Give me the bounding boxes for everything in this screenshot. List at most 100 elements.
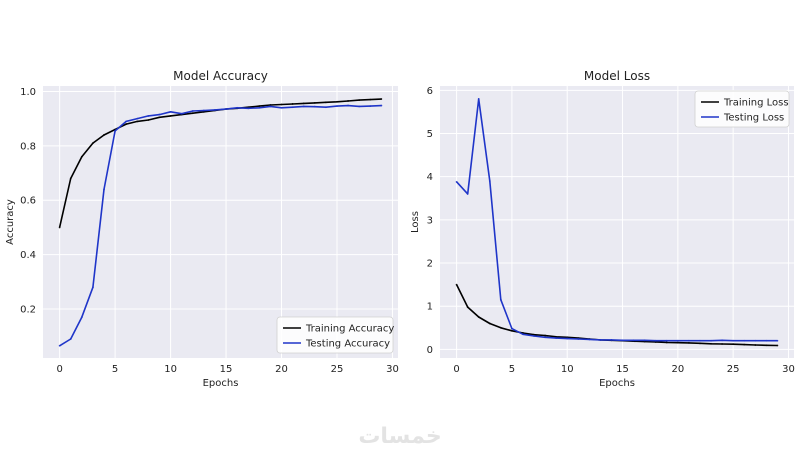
series-line-testing-loss <box>456 98 778 342</box>
data-point <box>544 334 546 337</box>
y-axis-label: Loss <box>410 211 421 233</box>
x-tick-label: 30 <box>782 364 795 375</box>
legend: Training Loss Testing Loss <box>694 90 790 128</box>
data-point <box>269 105 272 108</box>
data-point <box>258 106 261 109</box>
data-point <box>225 108 227 111</box>
data-point <box>732 339 735 342</box>
data-point <box>158 113 161 116</box>
data-point <box>466 306 469 308</box>
data-point <box>147 115 150 117</box>
x-axis-label: Epochs <box>599 378 635 389</box>
data-point <box>80 316 83 319</box>
data-point <box>291 103 294 105</box>
data-point <box>114 129 117 132</box>
data-point <box>125 123 128 125</box>
data-point <box>58 344 61 347</box>
data-point <box>358 105 361 108</box>
x-tick-label: 20 <box>275 364 288 375</box>
data-point <box>732 343 735 346</box>
y-tick-label: 2 <box>427 259 433 270</box>
data-point <box>754 339 757 342</box>
data-point <box>488 322 491 325</box>
data-point <box>721 339 723 342</box>
legend: Training Accuracy Testing Accuracy <box>276 316 394 354</box>
x-tick-label: 0 <box>56 364 62 375</box>
chart-title: Model Loss <box>584 69 650 83</box>
data-point <box>533 335 535 337</box>
data-point <box>103 188 105 191</box>
data-point <box>92 142 94 145</box>
data-point <box>58 226 61 229</box>
data-point <box>214 109 216 111</box>
data-point <box>765 339 768 342</box>
y-axis-label: Accuracy <box>5 199 16 245</box>
x-tick-label: 30 <box>386 364 399 375</box>
data-point <box>676 341 679 344</box>
legend-box <box>694 90 790 128</box>
data-point <box>654 341 657 343</box>
data-point <box>158 116 161 119</box>
data-point <box>69 338 72 340</box>
data-point <box>336 100 338 103</box>
y-tick-label: 1 <box>427 302 433 313</box>
data-point <box>776 344 779 347</box>
data-point <box>455 283 458 286</box>
x-tick-label: 15 <box>616 364 629 375</box>
data-point <box>544 336 546 339</box>
data-point <box>336 105 338 108</box>
data-point <box>313 101 316 104</box>
x-tick-label: 0 <box>453 364 459 375</box>
y-tick-label: 1.0 <box>20 87 36 98</box>
data-point <box>258 105 261 108</box>
plot-area <box>440 86 794 358</box>
data-point <box>776 339 779 342</box>
data-point <box>369 105 372 108</box>
y-tick-label: 0.4 <box>20 250 36 261</box>
data-point <box>236 106 239 109</box>
data-point <box>280 103 283 106</box>
data-point <box>643 340 646 343</box>
data-point <box>136 120 139 123</box>
legend-label: Training Loss <box>723 98 789 109</box>
data-point <box>599 338 602 341</box>
data-point <box>477 98 480 100</box>
y-tick-label: 3 <box>427 215 433 226</box>
data-point <box>699 339 701 342</box>
legend-label: Testing Accuracy <box>305 339 390 350</box>
series-line-testing-accuracy <box>59 104 382 347</box>
data-point <box>743 339 746 342</box>
x-tick-label: 25 <box>727 364 740 375</box>
data-point <box>477 316 480 318</box>
x-tick-label: 5 <box>112 364 118 375</box>
plot-area <box>43 86 398 358</box>
data-point <box>676 339 679 342</box>
data-point <box>280 106 283 109</box>
data-point <box>324 106 327 109</box>
data-point <box>555 337 558 340</box>
data-point <box>610 338 613 341</box>
data-point <box>347 100 349 102</box>
data-point <box>566 337 569 340</box>
data-point <box>202 110 205 113</box>
data-point <box>69 177 72 180</box>
data-point <box>566 336 569 339</box>
x-tick-label: 5 <box>509 364 515 375</box>
x-tick-label: 20 <box>671 364 684 375</box>
watermark-logo: خمسات <box>358 424 442 449</box>
data-point <box>358 99 361 102</box>
data-point <box>291 106 294 109</box>
data-point <box>621 339 624 342</box>
data-point <box>499 298 502 301</box>
data-point <box>688 341 690 344</box>
x-tick-label: 15 <box>220 364 233 375</box>
data-point <box>169 115 172 117</box>
legend-box <box>276 316 394 354</box>
legend-label: Testing Loss <box>723 113 784 124</box>
data-point <box>103 134 105 136</box>
data-point <box>511 327 513 330</box>
data-point <box>324 101 327 104</box>
x-tick-label: 25 <box>331 364 344 375</box>
data-point <box>688 339 690 342</box>
data-point <box>455 180 458 183</box>
